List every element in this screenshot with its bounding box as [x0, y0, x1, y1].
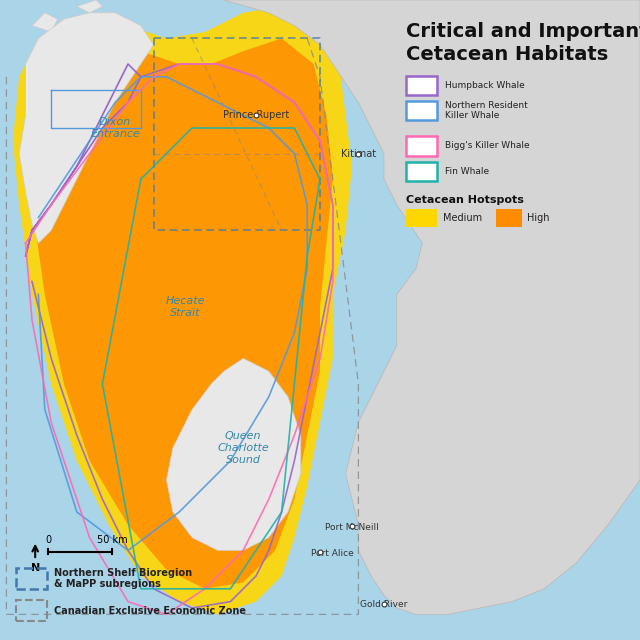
- Text: Gold River: Gold River: [360, 600, 408, 609]
- Polygon shape: [224, 0, 640, 614]
- FancyBboxPatch shape: [406, 136, 437, 156]
- Polygon shape: [19, 13, 154, 243]
- Text: High: High: [527, 213, 550, 223]
- Bar: [496, 209, 522, 227]
- Text: Hecate
Strait: Hecate Strait: [166, 296, 205, 318]
- Polygon shape: [32, 38, 333, 589]
- Text: Medium: Medium: [443, 213, 482, 223]
- Polygon shape: [77, 0, 102, 13]
- Polygon shape: [32, 13, 58, 32]
- Bar: [384, 0, 640, 384]
- Text: N: N: [31, 563, 40, 573]
- Text: Cetacean Habitats: Cetacean Habitats: [406, 45, 609, 64]
- Bar: [406, 209, 437, 227]
- Polygon shape: [13, 6, 352, 614]
- Text: Fin Whale: Fin Whale: [445, 167, 489, 176]
- Text: Northern Resident
Killer Whale: Northern Resident Killer Whale: [445, 101, 527, 120]
- Text: Prince Rupert: Prince Rupert: [223, 110, 289, 120]
- FancyBboxPatch shape: [406, 76, 437, 95]
- Text: Critical and Important: Critical and Important: [406, 22, 640, 42]
- Polygon shape: [19, 13, 154, 243]
- Text: Canadian Exclusive Economic Zone: Canadian Exclusive Economic Zone: [54, 605, 246, 616]
- FancyBboxPatch shape: [406, 101, 437, 120]
- Text: 50 km: 50 km: [97, 535, 127, 545]
- Text: Northern Shelf Bioregion
& MaPP subregions: Northern Shelf Bioregion & MaPP subregio…: [54, 568, 193, 589]
- Text: Humpback Whale: Humpback Whale: [445, 81, 525, 90]
- Text: Port McNeill: Port McNeill: [325, 524, 379, 532]
- Polygon shape: [224, 0, 640, 614]
- FancyBboxPatch shape: [406, 162, 437, 181]
- Text: Dixon
Entrance: Dixon Entrance: [90, 117, 140, 139]
- Text: Cetacean Hotspots: Cetacean Hotspots: [406, 195, 524, 205]
- Polygon shape: [166, 358, 301, 550]
- Text: Queen
Charlotte
Sound: Queen Charlotte Sound: [218, 431, 269, 465]
- Text: 0: 0: [45, 535, 51, 545]
- Polygon shape: [166, 358, 301, 550]
- Text: Bigg's Killer Whale: Bigg's Killer Whale: [445, 141, 529, 150]
- Text: Kitimat: Kitimat: [341, 148, 376, 159]
- Text: Port Alice: Port Alice: [312, 549, 354, 558]
